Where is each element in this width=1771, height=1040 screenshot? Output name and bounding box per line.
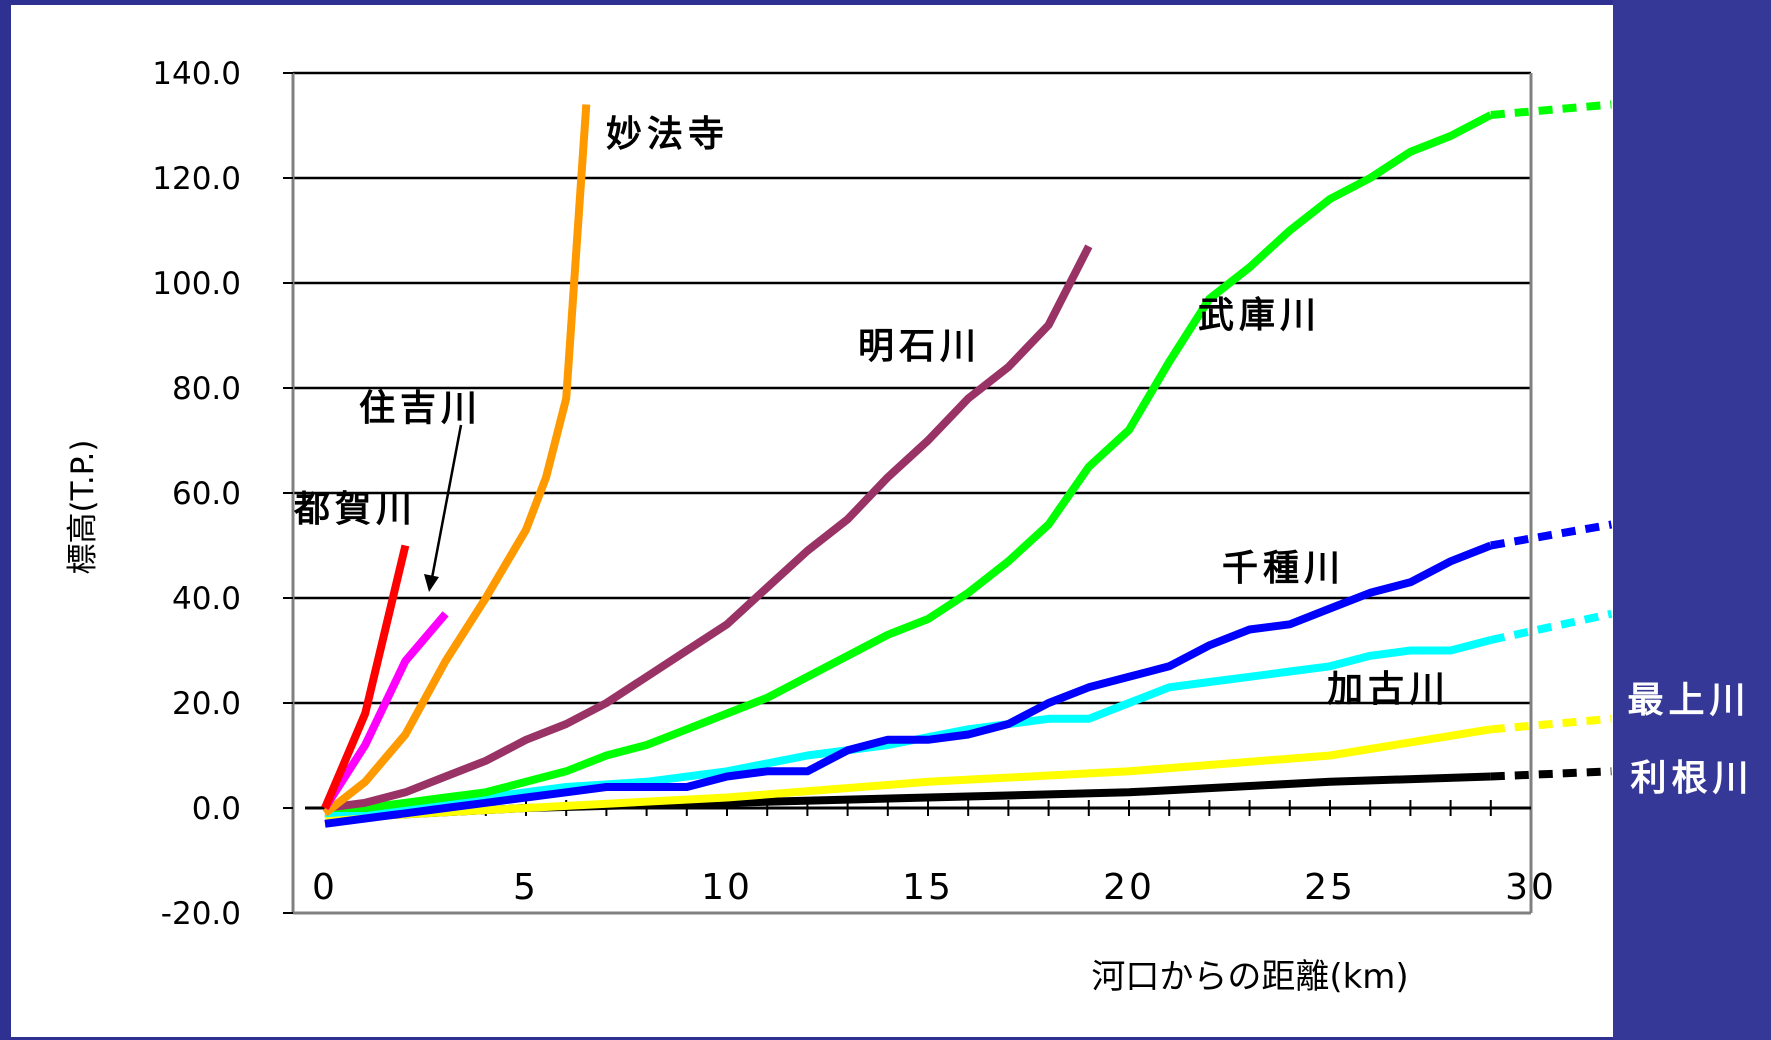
series-label-千種川: 千種川	[1222, 548, 1345, 589]
y-tick-label: 80.0	[172, 371, 241, 407]
series-line-最上川	[324, 725, 1492, 823]
y-tick-labels: 140.0 120.0 100.0 80.0 60.0 40.0 20.0 0.0 -20.0	[152, 56, 241, 932]
y-tick-label: 0.0	[192, 791, 241, 827]
gridlines	[293, 71, 1531, 705]
series-extension-加古川	[1489, 609, 1613, 644]
series-label-最上川: 最上川	[1627, 680, 1750, 721]
series-line-住吉川	[321, 611, 449, 811]
series-extension-千種川	[1490, 520, 1613, 550]
label-arrow-line	[430, 424, 463, 579]
series-label-住吉川: 住吉川	[359, 388, 482, 429]
label-arrow-head	[424, 574, 439, 592]
series-line-都賀川	[321, 544, 410, 810]
x-axis-label: 河口からの距離(km)	[1091, 957, 1408, 997]
series-extension-最上川	[1490, 714, 1612, 734]
series-line-千種川	[324, 541, 1493, 828]
chart-area	[11, 5, 1613, 1037]
x-tick-label: 20	[1103, 867, 1155, 908]
series-line-武庫川	[325, 111, 1493, 812]
y-axis-label: 標高(T.P.)	[65, 439, 101, 574]
y-tick-label: 40.0	[172, 581, 241, 617]
series-label-利根川: 利根川	[1630, 758, 1753, 799]
series-extension-利根川	[1490, 767, 1612, 781]
y-tick-label: 120.0	[152, 161, 241, 197]
y-tick-label: -20.0	[161, 896, 241, 932]
series-extension-武庫川	[1490, 100, 1612, 119]
series-label-明石川: 明石川	[858, 326, 981, 367]
right-side-panel	[1613, 0, 1771, 1040]
series-line-明石川	[324, 244, 1093, 812]
x-tick-labels: 0 5 10 15 20 25 30	[312, 867, 1557, 908]
x-tick-label: 30	[1505, 867, 1557, 908]
y-tick-label: 60.0	[172, 476, 241, 512]
x-tick-label: 10	[701, 867, 753, 908]
series-label-加古川: 加古川	[1327, 669, 1450, 710]
series-lines	[321, 100, 1613, 828]
x-tick-label: 5	[513, 867, 539, 908]
y-tick-label: 140.0	[152, 56, 241, 92]
x-tick-label: 25	[1304, 867, 1356, 908]
series-label-妙法寺: 妙法寺	[606, 114, 729, 155]
series-label-武庫川: 武庫川	[1198, 295, 1321, 336]
series-line-妙法寺	[322, 104, 591, 817]
y-tick-label: 20.0	[172, 686, 241, 722]
series-label-都賀川: 都賀川	[293, 489, 417, 530]
x-tick-label: 0	[312, 867, 338, 908]
x-tick-label: 15	[902, 867, 954, 908]
y-tick-label: 100.0	[152, 266, 241, 302]
